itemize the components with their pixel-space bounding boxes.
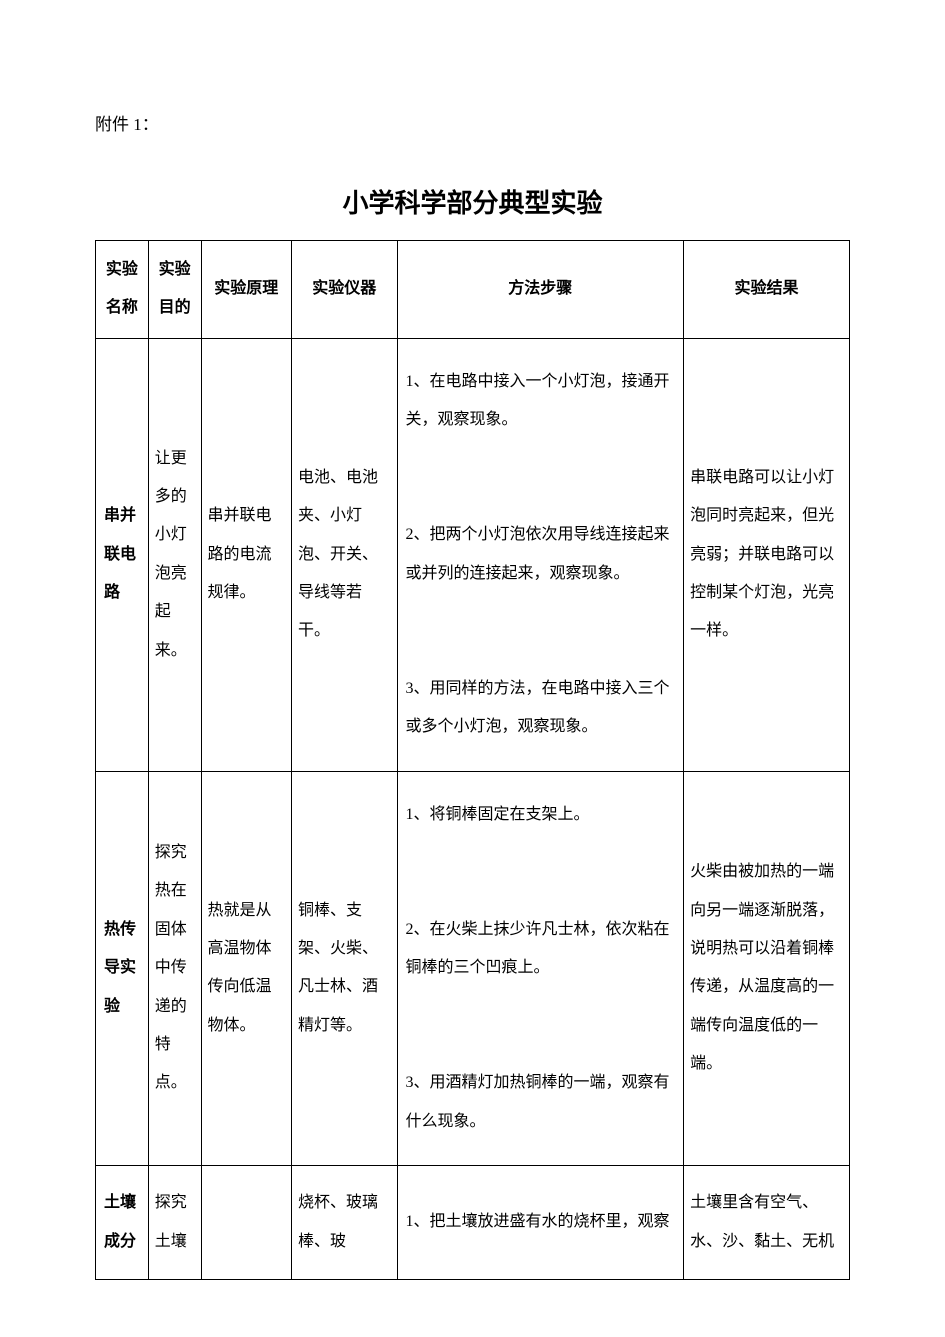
header-goal: 实验目的 [148, 241, 201, 339]
cell-result: 串联电路可以让小灯泡同时亮起来，但光亮弱；并联电路可以控制某个灯泡，光亮一样。 [684, 338, 850, 771]
cell-equipment: 铜棒、支架、火柴、凡士林、酒精灯等。 [292, 771, 398, 1166]
cell-goal: 让更多的小灯泡亮起来。 [148, 338, 201, 771]
cell-result: 火柴由被加热的一端向另一端逐渐脱落，说明热可以沿着铜棒传递，从温度高的一端传向温… [684, 771, 850, 1166]
cell-result: 土壤里含有空气、水、沙、黏土、无机 [684, 1166, 850, 1280]
cell-steps: 1、在电路中接入一个小灯泡，接通开关，观察现象。2、把两个小灯泡依次用导线连接起… [397, 338, 684, 771]
header-result: 实验结果 [684, 241, 850, 339]
experiments-table: 实验名称 实验目的 实验原理 实验仪器 方法步骤 实验结果 串并联电路 让更多的… [95, 240, 850, 1280]
cell-theory [201, 1166, 291, 1280]
cell-theory: 热就是从高温物体传向低温物体。 [201, 771, 291, 1166]
cell-equipment: 烧杯、玻璃棒、玻 [292, 1166, 398, 1280]
cell-equipment: 电池、电池夹、小灯泡、开关、导线等若干。 [292, 338, 398, 771]
cell-name: 串并联电路 [96, 338, 149, 771]
header-equipment: 实验仪器 [292, 241, 398, 339]
cell-steps: 1、把土壤放进盛有水的烧杯里，观察 [397, 1166, 684, 1280]
page-title: 小学科学部分典型实验 [95, 183, 850, 220]
table-header-row: 实验名称 实验目的 实验原理 实验仪器 方法步骤 实验结果 [96, 241, 850, 339]
table-row: 土壤成分 探究土壤 烧杯、玻璃棒、玻 1、把土壤放进盛有水的烧杯里，观察 土壤里… [96, 1166, 850, 1280]
table-row: 串并联电路 让更多的小灯泡亮起来。 串并联电路的电流规律。 电池、电池夹、小灯泡… [96, 338, 850, 771]
cell-theory: 串并联电路的电流规律。 [201, 338, 291, 771]
header-name: 实验名称 [96, 241, 149, 339]
attachment-label: 附件 1： [95, 110, 850, 135]
cell-name: 热传导实验 [96, 771, 149, 1166]
cell-name: 土壤成分 [96, 1166, 149, 1280]
table-row: 热传导实验 探究热在固体中传递的特点。 热就是从高温物体传向低温物体。 铜棒、支… [96, 771, 850, 1166]
cell-steps: 1、将铜棒固定在支架上。2、在火柴上抹少许凡士林，依次粘在铜棒的三个凹痕上。3、… [397, 771, 684, 1166]
header-steps: 方法步骤 [397, 241, 684, 339]
header-theory: 实验原理 [201, 241, 291, 339]
cell-goal: 探究热在固体中传递的特点。 [148, 771, 201, 1166]
cell-goal: 探究土壤 [148, 1166, 201, 1280]
